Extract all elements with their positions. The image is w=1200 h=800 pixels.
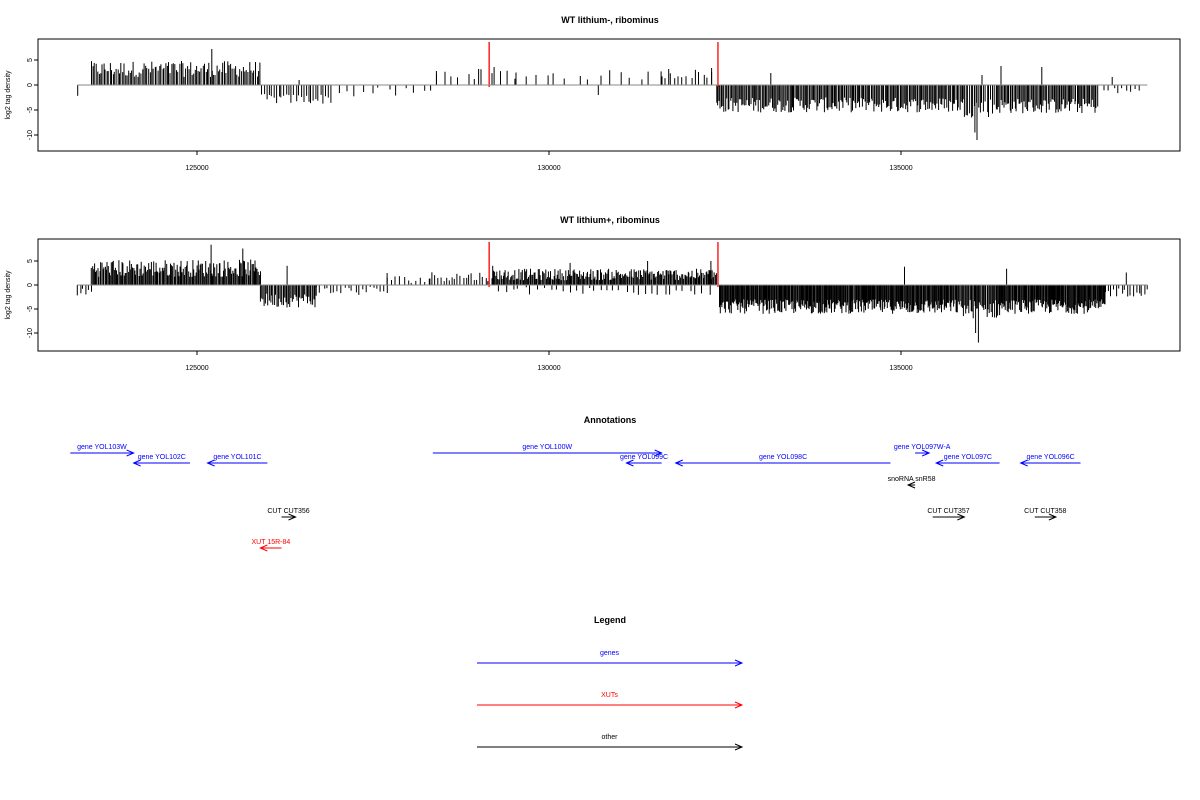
plot-frame (37, 38, 1181, 152)
feature-gene-yol098c: gene YOL098C (674, 454, 891, 467)
feature-arrowhead (132, 459, 141, 467)
y-tick-label: 5 (27, 259, 34, 263)
feature-arrowhead (288, 513, 297, 521)
feature-arrowhead (259, 544, 268, 552)
x-axis: 125000 130000 135000 (185, 351, 913, 372)
y-tick-label: -10 (27, 130, 34, 140)
y-axis-label: log2 tag density (5, 70, 12, 120)
legend-title: Legend (594, 615, 626, 625)
feature-arrowhead (957, 513, 966, 521)
density-bars (76, 244, 1148, 343)
legend-label: genes (600, 650, 620, 657)
feature-arrowhead (906, 481, 916, 489)
feature-arrowhead (206, 459, 215, 467)
y-tick-label: -5 (27, 306, 34, 312)
y-axis: 5 0 -5 -10 (27, 58, 38, 140)
legend-item-genes: genes (477, 650, 744, 667)
x-axis: 125000 130000 135000 (185, 151, 913, 172)
feature-gene-yol097c: gene YOL097C (934, 454, 1000, 467)
legend-item-other: other (477, 734, 744, 751)
feature-arrowhead (674, 459, 683, 467)
panel-title: WT lithium+, ribominus (560, 215, 660, 225)
feature-label: gene YOL097W-A (894, 444, 951, 451)
legend: Legend genes XUTs other (477, 615, 744, 751)
feature-arrowhead (1048, 513, 1058, 521)
density-bars (77, 49, 1140, 140)
feature-gene-yol102c: gene YOL102C (132, 454, 190, 467)
panel-title: WT lithium-, ribominus (561, 15, 659, 25)
boundary-markers (488, 42, 719, 87)
feature-gene-yol099c: gene YOL099C (620, 454, 668, 467)
legend-label: other (602, 734, 619, 741)
plot-frame (37, 238, 1181, 352)
feature-gene-yol097w-a: gene YOL097W-A (894, 444, 951, 457)
x-tick-label: 125000 (185, 365, 208, 372)
feature-label: gene YOL096C (1027, 454, 1075, 461)
x-tick-label: 130000 (537, 365, 560, 372)
x-tick-label: 135000 (889, 165, 912, 172)
y-axis: 5 0 -5 -10 (27, 259, 38, 338)
boundary-markers (488, 242, 719, 287)
feature-cut-cut358: CUT CUT358 (1024, 508, 1067, 521)
legend-label: XUTs (601, 692, 618, 699)
feature-list: gene YOL103W gene YOL102C gene YOL101C gene… (70, 444, 1081, 552)
y-tick-label: 0 (27, 283, 34, 287)
feature-label: gene YOL102C (138, 454, 186, 461)
feature-label: gene YOL098C (759, 454, 807, 461)
feature-gene-yol096c: gene YOL096C (1019, 454, 1081, 467)
feature-label: gene YOL101C (213, 454, 261, 461)
legend-arrowhead (734, 701, 744, 709)
feature-snorna-snr58: snoRNA snR58 (888, 476, 936, 489)
feature-arrowhead (1019, 459, 1028, 467)
feature-label: gene YOL100W (522, 444, 572, 451)
feature-label: gene YOL103W (77, 444, 127, 451)
feature-label: XUT 15R-84 (252, 539, 291, 546)
feature-label: CUT CUT357 (927, 508, 969, 515)
density-panel-lithium-plus: WT lithium+, ribominus log2 tag density … (5, 215, 1181, 372)
feature-cut-cut356: CUT CUT356 (267, 508, 310, 521)
feature-gene-yol103w: gene YOL103W (70, 444, 135, 457)
feature-label: snoRNA snR58 (888, 476, 936, 483)
feature-xut-15r-84: XUT 15R-84 (252, 539, 291, 552)
feature-cut-cut357: CUT CUT357 (927, 508, 970, 521)
x-tick-label: 135000 (889, 365, 912, 372)
feature-label: gene YOL099C (620, 454, 668, 461)
feature-arrowhead (934, 459, 944, 467)
legend-items: genes XUTs other (477, 650, 744, 751)
x-tick-label: 130000 (537, 165, 560, 172)
feature-label: gene YOL097C (944, 454, 992, 461)
feature-arrowhead (921, 449, 931, 457)
x-tick-label: 125000 (185, 165, 208, 172)
feature-gene-yol100w: gene YOL100W (432, 444, 663, 457)
legend-arrowhead (734, 743, 744, 751)
y-tick-label: 0 (27, 83, 34, 87)
feature-arrowhead (625, 459, 634, 467)
y-axis-label: log2 tag density (5, 270, 12, 320)
feature-arrowhead (654, 449, 663, 457)
y-tick-label: -10 (27, 328, 34, 338)
feature-label: CUT CUT356 (267, 508, 309, 515)
density-panel-lithium-minus: WT lithium-, ribominus log2 tag density … (5, 15, 1181, 172)
legend-item-xuts: XUTs (477, 692, 744, 709)
y-tick-label: -5 (27, 107, 34, 113)
y-tick-label: 5 (27, 58, 34, 62)
feature-gene-yol101c: gene YOL101C (206, 454, 268, 467)
legend-arrowhead (734, 659, 744, 667)
annotations-title: Annotations (584, 415, 637, 425)
feature-label: CUT CUT358 (1024, 508, 1066, 515)
feature-arrowhead (126, 449, 135, 457)
